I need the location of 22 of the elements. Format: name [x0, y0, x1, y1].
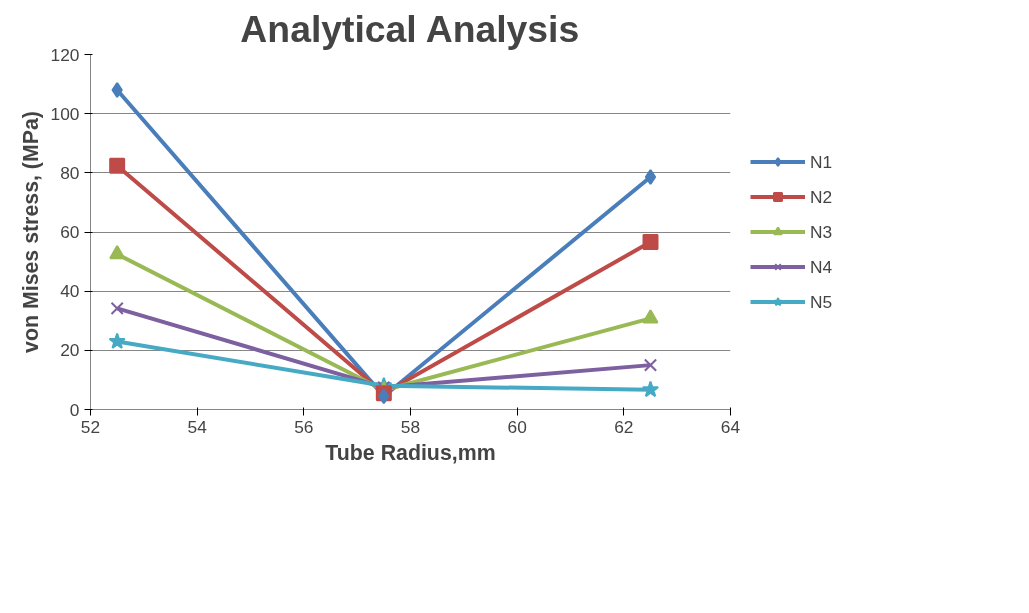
y-tick-label: 20 [60, 340, 80, 361]
x-tick-label: 62 [614, 416, 634, 437]
x-tick-label: 52 [80, 416, 101, 437]
x-tick-label: 64 [720, 416, 741, 437]
x-axis-title: Tube Radius,mm [325, 440, 496, 465]
legend-label: N2 [810, 186, 833, 207]
legend-label: N4 [810, 256, 833, 277]
legend-label: N1 [810, 151, 833, 172]
y-tick-label: 0 [69, 399, 80, 420]
legend-label: N3 [810, 221, 833, 242]
y-tick-label: 80 [60, 162, 80, 183]
legend-label: N5 [810, 291, 833, 312]
y-tick-label: 40 [60, 281, 80, 302]
chart-title: Analytical Analysis [240, 7, 580, 50]
y-tick-label: 100 [50, 103, 80, 124]
y-tick-label: 60 [60, 222, 80, 242]
x-tick-label: 56 [294, 416, 314, 437]
y-axis-title: von Mises stress, (MPa) [18, 111, 43, 353]
x-tick-label: 60 [507, 416, 527, 437]
y-tick-label: 120 [50, 44, 80, 65]
x-tick-label: 54 [187, 416, 208, 437]
x-tick-label: 58 [400, 416, 421, 437]
